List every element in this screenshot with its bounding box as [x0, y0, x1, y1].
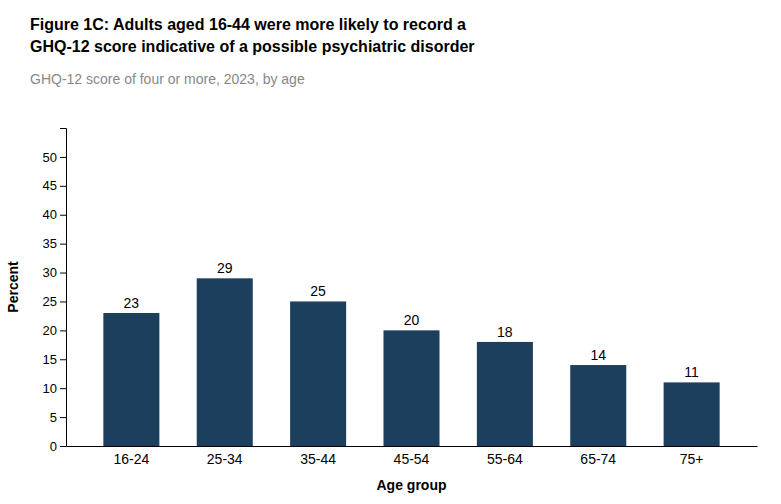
bar — [290, 301, 346, 446]
chart-container: Figure 1C: Adults aged 16-44 were more l… — [0, 0, 781, 504]
y-tick-mark — [60, 330, 66, 331]
subtitle: GHQ-12 score of four or more, 2023, by a… — [30, 71, 305, 87]
data-labels: 23 29 25 20 18 14 11 — [124, 260, 700, 380]
y-tick-mark — [60, 273, 66, 274]
x-tick-label: 45-54 — [394, 451, 430, 467]
y-tick: 0 — [50, 439, 66, 454]
y-tick-mark — [60, 215, 66, 216]
y-tick: 10 — [43, 381, 66, 396]
y-tick-mark — [60, 244, 66, 245]
y-tick-label: 5 — [50, 410, 57, 425]
bar — [383, 330, 439, 446]
y-tick-label: 0 — [50, 439, 57, 454]
x-tick: 65-74 — [580, 451, 616, 467]
y-tick-mark — [60, 301, 66, 302]
bar — [197, 278, 253, 446]
y-tick: 35 — [43, 236, 66, 251]
x-tick-label: 35-44 — [300, 451, 336, 467]
y-tick-mark — [60, 186, 66, 187]
y-tick: 30 — [43, 265, 66, 280]
plot-area: 23 29 25 20 18 14 11 16-24 25-34 35-44 45-54 55-64 6… — [43, 129, 758, 467]
x-axis-label: Age group — [377, 477, 447, 493]
data-label: 25 — [310, 283, 326, 299]
y-tick-label: 50 — [43, 150, 57, 165]
y-tick: 5 — [50, 410, 66, 425]
axis-domain — [60, 129, 67, 447]
y-tick-label: 35 — [43, 236, 57, 251]
x-tick: 35-44 — [300, 451, 336, 467]
x-tick-label: 75+ — [680, 451, 704, 467]
data-label: 23 — [124, 295, 140, 311]
y-tick: 15 — [43, 352, 66, 367]
y-tick-mark — [60, 157, 66, 158]
title: GHQ-12 score indicative of a possible ps… — [30, 38, 475, 55]
y-tick-mark — [60, 446, 66, 447]
y-tick-label: 25 — [43, 294, 57, 309]
y-tick-mark — [60, 417, 66, 418]
bars — [103, 278, 719, 446]
x-tick: 25-34 — [207, 451, 243, 467]
y-tick: 45 — [43, 178, 66, 193]
x-tick-label: 65-74 — [580, 451, 616, 467]
y-tick-label: 20 — [43, 323, 57, 338]
data-label: 29 — [217, 260, 233, 276]
bar — [103, 313, 159, 446]
y-tick-label: 15 — [43, 352, 57, 367]
y-tick-label: 40 — [43, 207, 57, 222]
x-tick: 55-64 — [487, 451, 523, 467]
bar — [664, 382, 720, 446]
y-tick: 50 — [43, 150, 66, 165]
x-tick: 16-24 — [113, 451, 149, 467]
x-tick: 75+ — [680, 451, 704, 467]
y-axis: 0 5 10 15 20 25 30 35 40 45 50 — [43, 129, 67, 454]
x-tick-label: 55-64 — [487, 451, 523, 467]
title: Figure 1C: Adults aged 16-44 were more l… — [30, 16, 466, 33]
chart-svg: Figure 1C: Adults aged 16-44 were more l… — [0, 0, 781, 504]
y-tick: 25 — [43, 294, 66, 309]
data-label: 11 — [684, 364, 699, 380]
y-tick-label: 45 — [43, 178, 57, 193]
y-tick-mark — [60, 359, 66, 360]
data-label: 20 — [404, 312, 420, 328]
x-tick-label: 25-34 — [207, 451, 243, 467]
y-tick-label: 30 — [43, 265, 57, 280]
y-tick: 40 — [43, 207, 66, 222]
x-tick-label: 16-24 — [113, 451, 149, 467]
x-tick: 45-54 — [394, 451, 430, 467]
y-axis-label: Percent — [5, 261, 21, 313]
y-tick-mark — [60, 388, 66, 389]
bar — [477, 342, 533, 446]
y-tick-label: 10 — [43, 381, 57, 396]
x-axis: 16-24 25-34 35-44 45-54 55-64 65-74 75+ — [67, 447, 758, 467]
bar — [570, 365, 626, 446]
y-tick: 20 — [43, 323, 66, 338]
data-label: 18 — [497, 324, 513, 340]
axis-domain — [67, 446, 758, 447]
data-label: 14 — [590, 347, 606, 363]
